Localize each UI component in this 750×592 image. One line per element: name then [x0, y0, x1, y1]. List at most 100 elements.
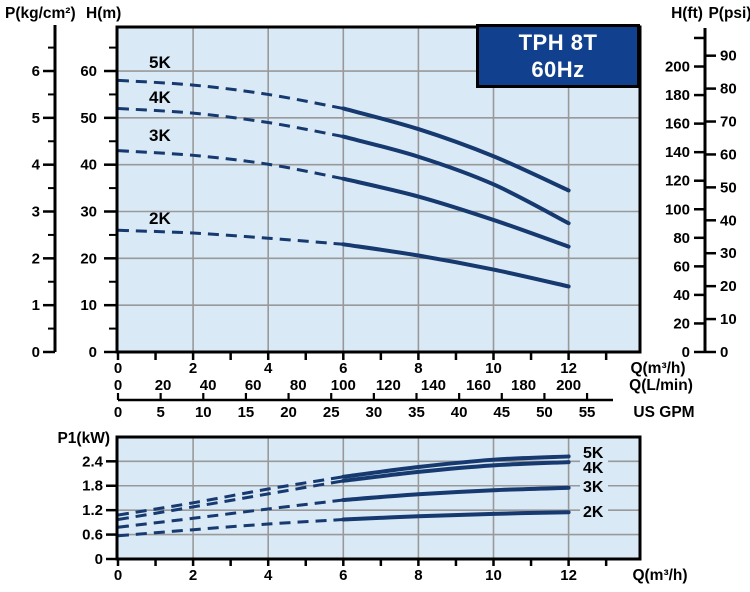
h-ft-tick-label: 140	[665, 144, 690, 161]
gpm-tick-label: 35	[408, 404, 425, 421]
axis-title-q-lmin: Q(L/min)	[629, 377, 693, 394]
badge-model-text: TPH 8T	[518, 29, 598, 55]
p1-kw-tick-label: 0.6	[82, 527, 103, 544]
power-curve-5K	[341, 454, 571, 479]
h-m-tick-label: 10	[80, 297, 97, 314]
h-ft-tick-label: 80	[673, 230, 690, 247]
p-kgcm2-tick-label: 6	[32, 63, 40, 80]
axis-title-us-gpm: US GPM	[633, 404, 694, 421]
badge-frequency-text: 60Hz	[531, 57, 585, 82]
power-curve-2K-dashed	[117, 518, 344, 538]
lmin-tick-label: 100	[331, 377, 356, 394]
power-curve-label-4K: 4K	[583, 460, 604, 477]
h-ft-tick-label: 100	[665, 201, 690, 218]
p-kgcm2-tick-label: 4	[32, 157, 41, 174]
lmin-tick-label: 120	[376, 377, 401, 394]
h-ft-tick-label: 160	[665, 116, 690, 133]
power-curve-label-bg	[580, 504, 608, 520]
lmin-tick-label: 200	[556, 377, 581, 394]
p-kgcm2-tick-label: 1	[32, 297, 40, 314]
p-psi-tick-label: 20	[720, 278, 737, 295]
h-ft-tick-label: 200	[665, 59, 690, 76]
h-ft-tick-label: 0	[682, 344, 690, 361]
h-m-tick-label: 20	[80, 250, 97, 267]
gpm-tick-label: 45	[493, 404, 510, 421]
p-kgcm2-tick-label: 0	[32, 344, 40, 361]
main-x-tick-label: 8	[414, 360, 422, 377]
power-curve-2K	[341, 510, 571, 522]
power-curve-3K	[341, 485, 571, 502]
p-psi-tick-label: 40	[720, 212, 737, 229]
h-ft-tick-label: 40	[673, 287, 690, 304]
power-curve-label-bg	[580, 479, 608, 495]
axis-title-q-m3h-power: Q(m³/h)	[632, 567, 687, 584]
p-psi-tick-label: 60	[720, 146, 737, 163]
power-curve-5K-dashed	[117, 475, 344, 517]
axis-title-h-m: H(m)	[86, 5, 121, 22]
head-curve-5K-dashed	[117, 78, 344, 110]
lmin-tick-label: 80	[290, 377, 307, 394]
power-plot-border	[115, 435, 642, 561]
h-m-tick-label: 0	[89, 344, 97, 361]
main-x-tick-label: 6	[339, 360, 347, 377]
h-ft-tick-label: 60	[673, 258, 690, 275]
power-x-tick-label: 2	[189, 567, 197, 584]
gpm-tick-label: 15	[238, 404, 255, 421]
p-psi-tick-label: 70	[720, 114, 737, 131]
gpm-tick-label: 50	[536, 404, 553, 421]
p-psi-tick-label: 90	[720, 48, 737, 65]
power-x-tick-label: 6	[339, 567, 347, 584]
main-x-tick-label: 10	[485, 360, 502, 377]
power-curve-label-bg	[580, 445, 608, 461]
lmin-tick-label: 140	[421, 377, 446, 394]
head-curve-label-5K: 5K	[149, 53, 171, 72]
power-curve-3K-dashed	[117, 498, 344, 529]
p-psi-tick-label: 10	[720, 311, 737, 328]
lmin-tick-label: 20	[155, 377, 172, 394]
power-x-tick-label: 4	[264, 567, 273, 584]
h-ft-tick-label: 20	[673, 315, 690, 332]
lmin-tick-label: 180	[511, 377, 536, 394]
p-kgcm2-tick-label: 2	[32, 250, 40, 267]
head-curve-3K	[341, 176, 571, 249]
head-curve-label-3K: 3K	[149, 126, 171, 145]
main-x-tick-label: 4	[264, 360, 273, 377]
lmin-tick-label: 40	[200, 377, 217, 394]
p-psi-tick-label: 50	[720, 179, 737, 196]
h-m-tick-label: 30	[80, 204, 97, 221]
power-curve-label-bg	[580, 460, 608, 476]
p1-kw-tick-label: 1.2	[82, 502, 103, 519]
gpm-tick-label: 20	[280, 404, 297, 421]
head-curve-5K	[341, 106, 571, 193]
p-psi-tick-label: 80	[720, 81, 737, 98]
main-plot-border	[115, 25, 642, 354]
power-x-tick-label: 8	[414, 567, 422, 584]
p-psi-tick-label: 0	[720, 344, 728, 361]
power-curve-label-5K: 5K	[583, 445, 604, 462]
gpm-tick-label: 25	[323, 404, 340, 421]
head-curve-label-4K: 4K	[149, 88, 171, 107]
axis-title-q-m3h: Q(m³/h)	[630, 360, 685, 377]
p1-kw-tick-label: 2.4	[82, 453, 104, 470]
head-curve-2K	[341, 242, 571, 289]
head-curve-2K-dashed	[117, 228, 344, 246]
head-curve-3K-dashed	[117, 149, 344, 181]
lmin-tick-label: 160	[466, 377, 491, 394]
head-curve-label-2K: 2K	[149, 209, 171, 228]
axis-title-p-kgcm2: P(kg/cm²)	[5, 5, 76, 22]
power-curve-label-3K: 3K	[583, 479, 604, 496]
power-curve-4K	[341, 460, 571, 483]
h-ft-tick-label: 180	[665, 87, 690, 104]
p1-kw-tick-label: 0	[95, 551, 103, 568]
p-kgcm2-tick-label: 5	[32, 110, 40, 127]
axis-title-h-ft: H(ft)	[671, 5, 703, 22]
axis-title-p1-kw: P1(kW)	[57, 430, 110, 447]
head-curve-4K	[341, 134, 571, 226]
p-psi-tick-label: 30	[720, 245, 737, 262]
model-badge: TPH 8T 60Hz	[476, 24, 640, 88]
power-x-tick-label: 12	[560, 567, 577, 584]
main-x-tick-label: 2	[189, 360, 197, 377]
